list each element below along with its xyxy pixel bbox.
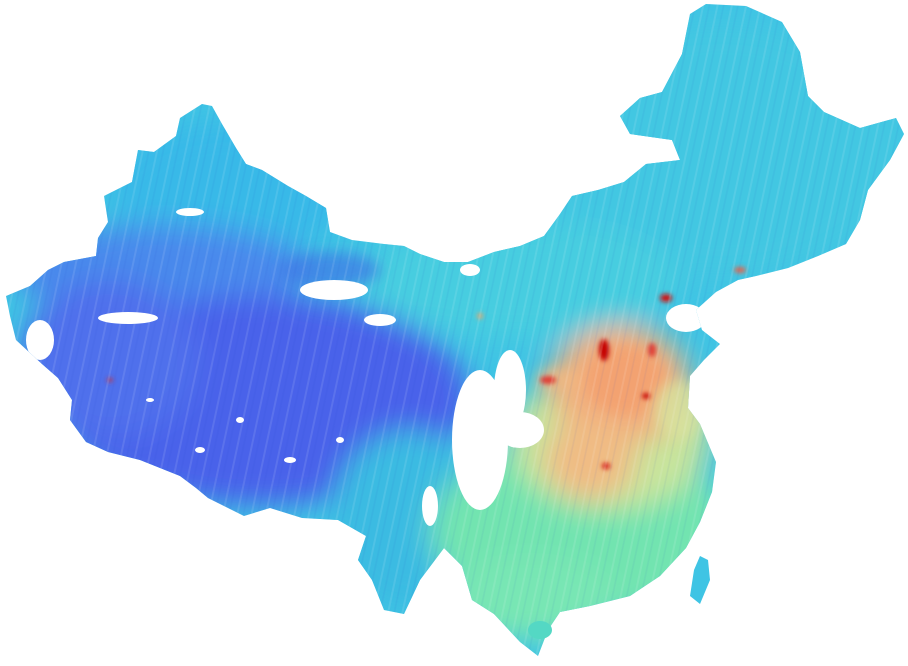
- island-south: [528, 621, 552, 639]
- gap-sichuan: [452, 370, 508, 510]
- island-east: [690, 556, 710, 604]
- gap-central: [496, 412, 544, 448]
- gap-north-1: [176, 208, 204, 216]
- gap-basin: [300, 280, 368, 300]
- gap-plateau-6: [146, 398, 154, 402]
- gap-west-1: [98, 312, 158, 324]
- gap-plateau-1: [364, 314, 396, 326]
- gap-north-2: [460, 264, 480, 276]
- gap-plateau-5: [336, 437, 344, 443]
- gap-plateau-4: [284, 457, 296, 463]
- gap-bohai: [666, 304, 706, 332]
- gap-plateau-2: [236, 417, 244, 423]
- gap-southwest: [422, 486, 438, 526]
- data-gaps: [26, 208, 706, 526]
- gap-central-west: [494, 350, 526, 430]
- gap-west-2: [26, 320, 54, 360]
- islands: [528, 556, 710, 639]
- gap-plateau-3: [195, 447, 205, 453]
